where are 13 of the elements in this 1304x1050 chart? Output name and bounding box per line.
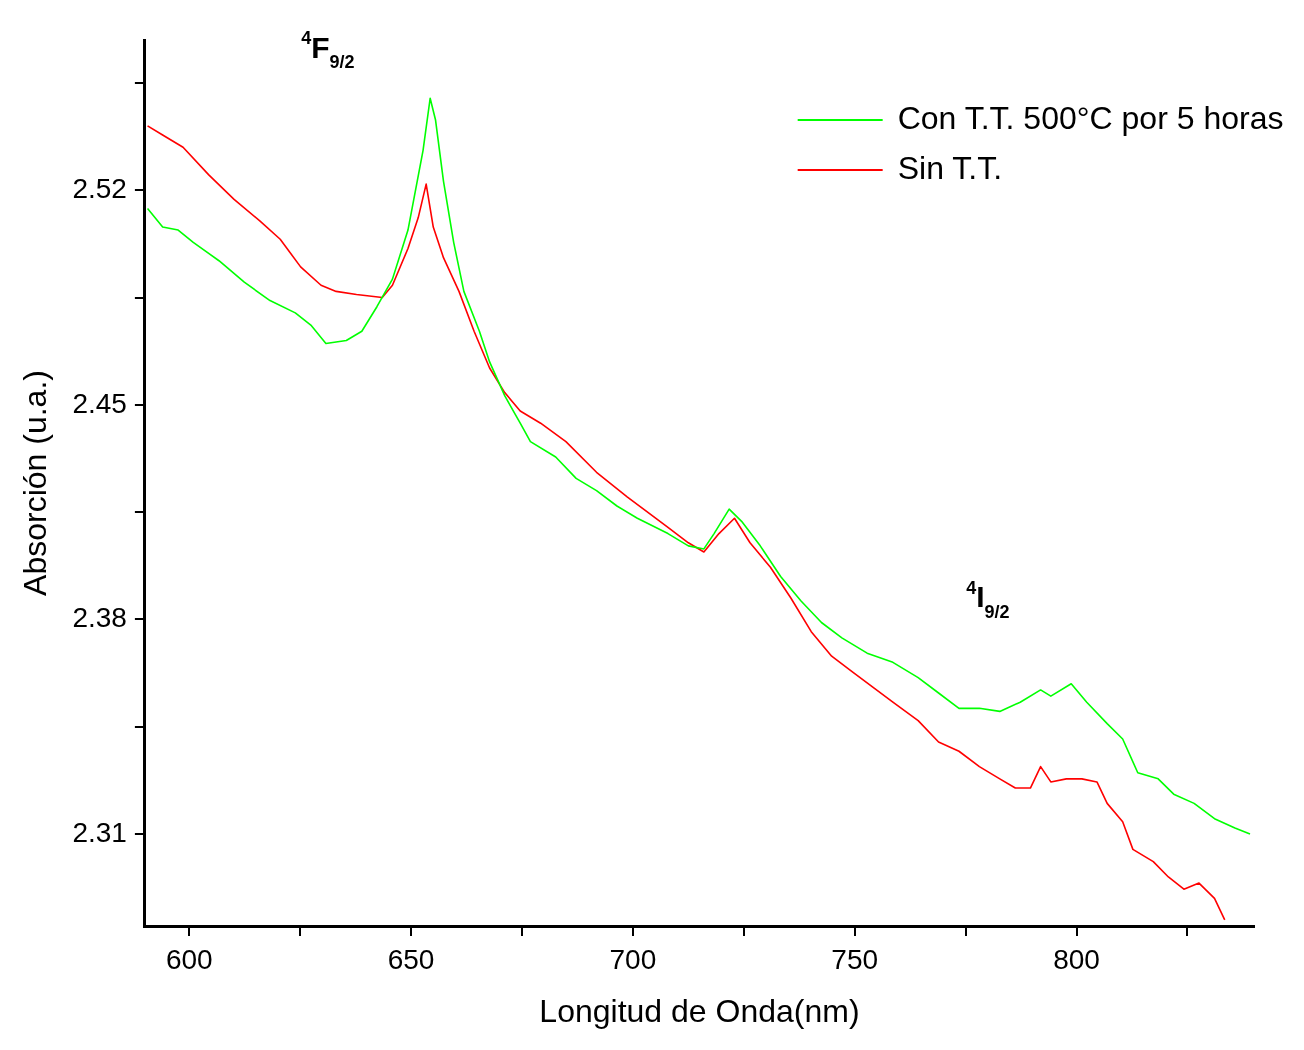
x-axis-title: Longitud de Onda(nm): [539, 992, 860, 1029]
x-tick-label: 600: [165, 943, 213, 975]
x-tick-label: 750: [831, 943, 879, 975]
y-tick-label: 2.31: [72, 816, 127, 848]
y-tick-label: 2.38: [72, 602, 127, 634]
x-tick-label: 800: [1053, 943, 1100, 975]
x-tick-label: 700: [609, 943, 657, 975]
y-tick-label: 2.45: [72, 387, 127, 419]
y-axis-title: Absorción (u.a.): [17, 370, 54, 596]
legend-label: Con T.T. 500°C por 5 horas: [897, 99, 1284, 136]
x-tick-label: 650: [387, 943, 435, 975]
y-tick-label: 2.52: [72, 172, 127, 204]
legend-label: Sin T.T.: [897, 149, 1003, 186]
